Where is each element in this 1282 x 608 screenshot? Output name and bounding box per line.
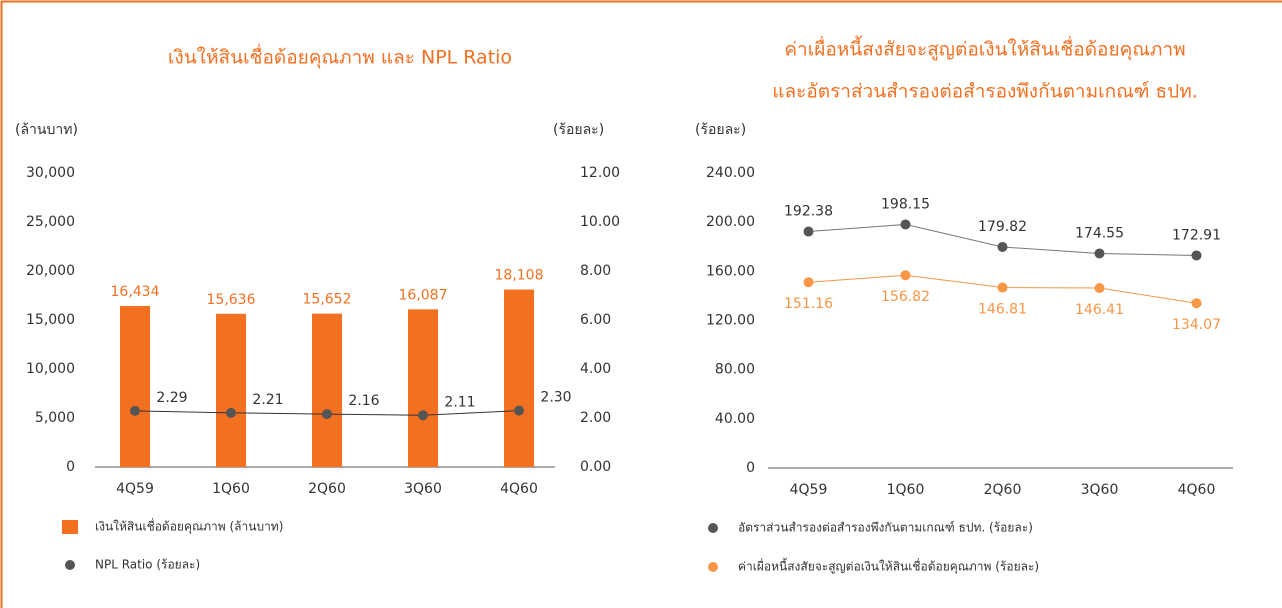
y-tick-label: 40.00 [715, 411, 755, 427]
y2-tick-label: 0.00 [580, 459, 611, 475]
data-label: 151.16 [784, 296, 833, 312]
y-tick-label: 25,000 [26, 214, 75, 230]
y2-tick-label: 8.00 [580, 263, 611, 279]
data-label: 2.16 [348, 393, 379, 409]
legend-marker [708, 562, 718, 572]
data-label: 146.81 [978, 302, 1027, 318]
data-label: 146.41 [1075, 302, 1124, 318]
y-tick-label: 30,000 [26, 165, 75, 181]
chart-title: ค่าเผื่อหนี้สงสัยจะสูญต่อเงินให้สินเชื่อ… [784, 36, 1185, 62]
point [1094, 248, 1105, 259]
point [900, 270, 911, 281]
y-tick-label: 15,000 [26, 312, 75, 328]
y-tick-label: 80.00 [715, 362, 755, 378]
y2-tick-label: 10.00 [580, 214, 620, 230]
point [130, 405, 140, 416]
data-label: 18,108 [495, 268, 544, 284]
x-tick-label: 4Q60 [500, 481, 538, 497]
data-label: 192.38 [784, 204, 833, 220]
point [900, 219, 911, 230]
point [322, 409, 332, 420]
data-label: 198.15 [881, 196, 930, 212]
x-tick-label: 1Q60 [212, 481, 250, 497]
x-tick-label: 4Q59 [116, 481, 154, 497]
y2-axis-label: (ร้อยละ) [553, 122, 604, 138]
point [997, 282, 1008, 293]
y-tick-label: 10,000 [26, 361, 75, 377]
y-tick-label: 240.00 [706, 165, 755, 181]
point [1191, 298, 1202, 309]
bar [504, 289, 534, 467]
y-tick-label: 160.00 [706, 263, 755, 279]
data-label: 174.55 [1075, 225, 1124, 241]
point [1191, 250, 1202, 261]
x-tick-label: 1Q60 [887, 482, 925, 498]
y-tick-label: 120.00 [706, 313, 755, 329]
bar [216, 313, 246, 467]
legend-label: NPL Ratio (ร้อยละ) [95, 558, 200, 572]
data-label: 15,652 [303, 292, 352, 308]
bar [408, 309, 438, 467]
y-tick-label: 20,000 [26, 263, 75, 279]
point [997, 241, 1008, 252]
x-tick-label: 2Q60 [984, 482, 1022, 498]
y2-tick-label: 12.00 [580, 165, 620, 181]
y2-tick-label: 2.00 [580, 410, 611, 426]
chart-title: และอัตราส่วนสำรองต่อสำรองพึงกันตามเกณฑ์ … [772, 81, 1198, 103]
x-tick-label: 4Q59 [790, 482, 828, 498]
data-label: 156.82 [881, 289, 930, 305]
point [514, 405, 524, 416]
y-axis-label: (ร้อยละ) [695, 122, 746, 138]
chart-title: เงินให้สินเชื่อด้อยคุณภาพ และ NPL Ratio [168, 44, 512, 70]
data-label: 172.91 [1172, 227, 1221, 243]
y-axis-label: (ล้านบาท) [15, 122, 78, 138]
y-tick-label: 0 [746, 460, 755, 476]
legend-marker [708, 523, 718, 533]
y-tick-label: 0 [66, 459, 75, 475]
data-label: 16,434 [111, 284, 160, 300]
x-tick-label: 2Q60 [308, 481, 346, 497]
data-label: 2.30 [540, 390, 571, 406]
y2-tick-label: 4.00 [580, 361, 611, 377]
data-label: 179.82 [978, 219, 1027, 235]
legend-label: ค่าเผื่อหนี้สงสัยจะสูญต่อเงินให้สินเชื่อ… [738, 558, 1039, 575]
point [1094, 283, 1105, 294]
point [803, 226, 814, 237]
legend-marker [62, 520, 78, 534]
x-tick-label: 4Q60 [1178, 482, 1216, 498]
data-label: 15,636 [207, 292, 256, 308]
bar [312, 313, 342, 467]
legend-label: เงินให้สินเชื่อด้อยคุณภาพ (ล้านบาท) [95, 518, 283, 535]
data-label: 2.29 [156, 390, 187, 406]
point [803, 277, 814, 288]
data-label: 2.11 [444, 394, 475, 410]
y-tick-label: 200.00 [706, 214, 755, 230]
bar [120, 305, 150, 467]
legend-label: อัตราส่วนสำรองต่อสำรองพึงกันตามเกณฑ์ ธปท… [738, 521, 1033, 535]
point [418, 410, 428, 421]
y-tick-label: 5,000 [35, 410, 75, 426]
x-tick-label: 3Q60 [1081, 482, 1119, 498]
point [226, 407, 236, 418]
data-label: 2.21 [252, 392, 283, 408]
y2-tick-label: 6.00 [580, 312, 611, 328]
x-tick-label: 3Q60 [404, 481, 442, 497]
data-label: 134.07 [1172, 317, 1221, 333]
legend-marker [65, 560, 75, 570]
data-label: 16,087 [399, 287, 448, 303]
